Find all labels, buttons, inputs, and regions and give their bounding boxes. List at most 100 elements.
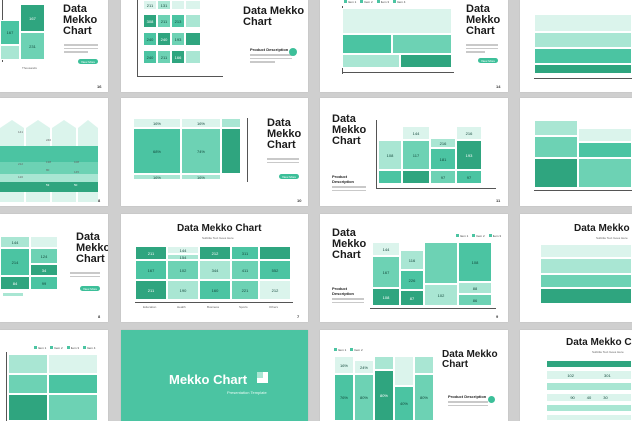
mekko-cell [394, 356, 414, 386]
slide-thumbnail-9[interactable]: Data Mekko Chart Product Description Ite… [320, 214, 508, 322]
page-number: 16 [97, 84, 102, 89]
mekko-cell: 211 [135, 246, 167, 260]
mekko-cell: 40% [394, 386, 414, 421]
legend-item: Item 2 [350, 348, 362, 352]
slide-subtitle: Subtitle Text Goes Here [592, 350, 624, 354]
mekko-cell [48, 374, 98, 394]
description-block: Product Description [332, 174, 366, 191]
x-axis [376, 188, 496, 189]
mekko-cell [534, 32, 632, 48]
next-icon[interactable] [488, 396, 495, 403]
mekko-cell: 212 [259, 280, 291, 300]
mekko-cell [8, 374, 48, 394]
mekko-cell: 216 [430, 138, 456, 148]
view-more-button[interactable]: View More [78, 59, 98, 64]
cell-label: 108 [74, 160, 80, 164]
slide-thumbnail-arrow-mekko[interactable]: 211 131 308 211 213 240 240 193 240 211 … [121, 0, 308, 92]
slide-thumbnail-8b[interactable]: 144 214 124 34 84 99 Data Mekko Chart Vi… [0, 214, 108, 322]
mekko-cell: 167 [20, 4, 45, 32]
mekko-cell: 16% [133, 174, 181, 180]
mekko-cell: 211 [143, 0, 157, 10]
cell-value: 301 [604, 372, 611, 378]
description-heading: Product Description [448, 394, 487, 399]
next-icon[interactable] [289, 48, 297, 56]
slide-title: Data Mekko Chart [332, 227, 367, 262]
cell-label: 212 [18, 162, 24, 166]
mekko-cell: 167 [372, 256, 400, 288]
slide-thumbnail-7[interactable]: Data Mekko Chart Subtitle Text Goes Here… [121, 214, 308, 322]
slide-thumbnail-gantt-mekko[interactable] [520, 0, 632, 92]
slide-thumbnail-table-mekko[interactable]: Data Mekko Ch Subtitle Text Goes Here 10… [520, 330, 632, 421]
slide-title: Data Mekko Chart [177, 223, 262, 234]
mekko-cell: 16% [181, 118, 221, 128]
mekko-cell: 212 [199, 246, 231, 260]
mekko-cell: 87 [400, 290, 424, 306]
mekko-cell: 190 [167, 280, 199, 300]
slide-thumbnail-data-mekko-c[interactable]: Data Mekko C Subtitle Text Goes Here [520, 214, 632, 322]
slide-thumbnail-16[interactable]: 167 167 231 Thousands Data Mekko Chart V… [0, 0, 108, 92]
y-axis [6, 352, 7, 421]
slide-thumbnail-timeline-mekko[interactable] [520, 98, 632, 206]
mekko-cell: 97 [430, 170, 456, 184]
slide-thumbnail-11[interactable]: Data Mekko Chart Product Description 108… [320, 98, 508, 206]
view-more-button[interactable]: View More [478, 58, 498, 63]
mekko-cell [8, 394, 48, 421]
page-number: 10 [297, 198, 302, 203]
mekko-cell: 213 [171, 14, 185, 28]
description-heading: Product Description [250, 47, 289, 52]
slide-thumbnail-14[interactable]: Item 1 Item 2 Item 3 Item 4 Data Mekko C… [320, 0, 508, 92]
mekko-cell [48, 394, 98, 421]
cell-label: 80 [46, 168, 50, 172]
mekko-cell [414, 356, 434, 374]
chart-logo-icon [257, 372, 268, 383]
mekko-cell [534, 48, 632, 64]
mekko-cell [534, 64, 632, 74]
slide-thumbnail-nested-mekko[interactable]: Item 1 Item 2 Item 3 Item 4 [0, 330, 108, 421]
mekko-cell [534, 120, 578, 136]
mekko-cell: 167 [135, 260, 167, 280]
legend-item: Item 4 [83, 346, 95, 350]
mekko-cell: 108 [372, 288, 400, 306]
mekko-cell: 552 [259, 260, 291, 280]
mekko-cell: 311 [231, 246, 259, 260]
mekko-cell: 86 [458, 294, 492, 306]
cell-value: 30 [603, 395, 608, 400]
mekko-cell [540, 244, 632, 258]
view-more-button[interactable]: View More [279, 174, 299, 179]
legend-item: Item 1 [456, 234, 468, 238]
legend-item: Item 3 [67, 346, 79, 350]
page-number: 14 [496, 84, 501, 89]
slide-title: Data Mekko Chart [267, 117, 302, 152]
mekko-cell [578, 142, 632, 158]
mekko-cell: 166 [171, 50, 185, 64]
mekko-cell [48, 354, 98, 374]
mekko-cell: 80% [414, 374, 434, 421]
category-label: Education [143, 305, 157, 309]
slide-thumbnail-percent-mekko[interactable]: Item 1 Item 2 16% 76% 24% 80% 80% 40% 80… [320, 330, 508, 421]
mekko-cell: 34 [30, 264, 58, 276]
cell-label: 145 [74, 170, 80, 174]
x-axis [534, 190, 632, 191]
mekko-cell: 97 [456, 170, 482, 184]
mekko-cell: 154 [167, 254, 199, 260]
slide-thumbnail-8[interactable]: 141 240 212 138 108 120 80 145 53 50 8 [0, 98, 108, 206]
slide-title: Data Mekko Chart [466, 3, 501, 38]
arrow-column-chart [0, 120, 98, 202]
mekko-cell [221, 118, 241, 128]
description-block [466, 42, 498, 53]
mekko-cell [0, 45, 20, 60]
description-block: Product Description [332, 286, 364, 303]
legend-item: Item 2 [472, 234, 484, 238]
cover-slide[interactable]: Mekko Chart Presentation Template [121, 330, 308, 421]
x-axis [342, 72, 454, 73]
mekko-cell: 211 [135, 280, 167, 300]
slide-title: Data Mekko Chart [442, 349, 498, 371]
mekko-cell: 88 [458, 282, 492, 294]
view-more-button[interactable]: View More [80, 286, 100, 291]
slide-thumbnail-10[interactable]: 16% 16% 68% 74% 16% 16% Data Mekko Chart… [121, 98, 308, 206]
x-axis [135, 302, 293, 303]
table-row: 90 40 30 [546, 393, 632, 402]
chart-legend: Item 1 Item 2 [334, 348, 363, 352]
mekko-cell [534, 14, 632, 32]
mekko-cell: 131 [157, 0, 171, 10]
